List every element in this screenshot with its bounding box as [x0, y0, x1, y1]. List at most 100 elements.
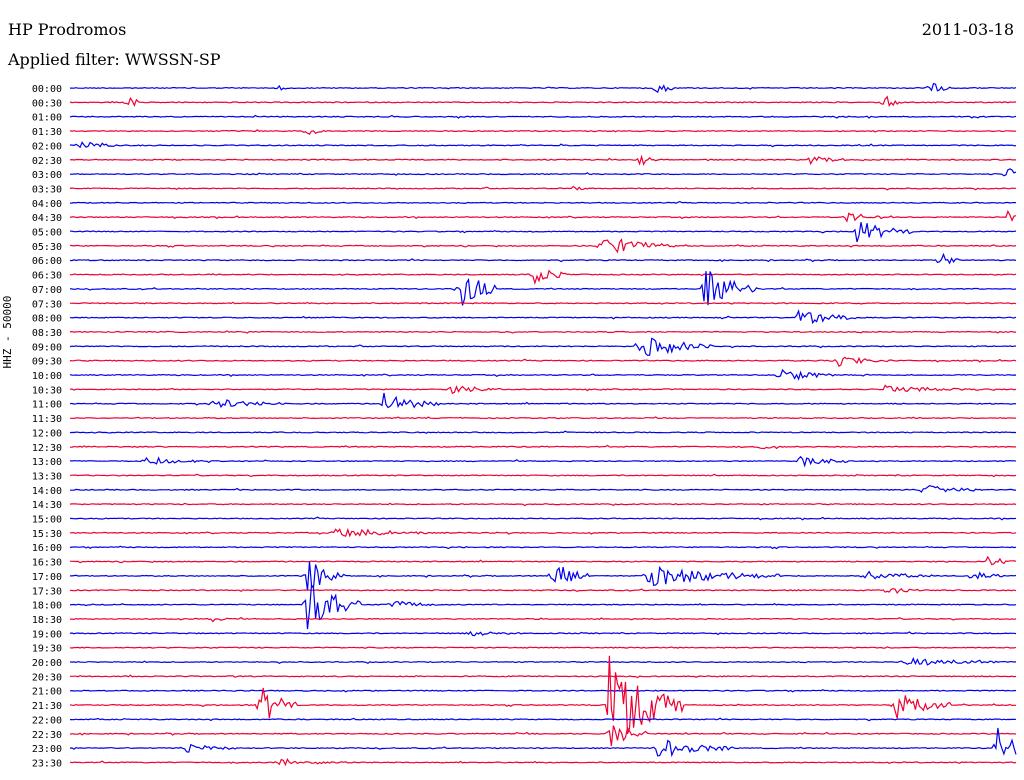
trace-line — [70, 674, 1017, 679]
trace-line — [69, 154, 1017, 166]
time-tick-label: 22:00 — [32, 715, 62, 726]
trace-line — [69, 587, 1017, 595]
trace-line — [70, 561, 1017, 591]
time-tick-label: 16:30 — [32, 558, 62, 569]
trace-line — [69, 555, 1017, 566]
time-tick-label: 06:00 — [32, 256, 62, 267]
trace-line — [69, 455, 1017, 468]
trace-line — [69, 473, 1017, 478]
trace-line — [69, 430, 1017, 434]
trace-line — [69, 356, 1017, 367]
time-tick-label: 02:30 — [32, 156, 62, 167]
time-tick-label: 13:30 — [32, 471, 62, 482]
trace-line — [69, 185, 1016, 191]
time-tick-label: 19:00 — [32, 629, 62, 640]
time-tick-label: 03:30 — [32, 184, 62, 195]
time-tick-label: 10:30 — [32, 385, 62, 396]
trace-line — [69, 757, 1017, 767]
trace-line — [69, 168, 1017, 177]
trace-line — [69, 727, 1017, 758]
time-tick-label: 23:30 — [32, 758, 62, 769]
trace-line — [70, 717, 1017, 722]
time-tick-label: 12:00 — [32, 428, 62, 439]
time-tick-label: 01:30 — [32, 127, 62, 138]
trace-line — [69, 545, 1017, 550]
time-tick-label: 22:30 — [32, 730, 62, 741]
time-tick-label: 11:00 — [32, 400, 62, 411]
trace-line — [70, 485, 1016, 493]
time-tick-label: 07:00 — [32, 285, 62, 296]
trace-line — [69, 209, 1017, 223]
time-tick-label: 20:30 — [32, 672, 62, 683]
trace-line — [69, 502, 1017, 507]
trace-line — [69, 337, 1017, 357]
time-tick-label: 12:30 — [32, 443, 62, 454]
time-tick-label: 14:30 — [32, 500, 62, 511]
time-tick-label: 13:00 — [32, 457, 62, 468]
time-tick-label: 05:30 — [32, 242, 62, 253]
time-tick-label: 21:30 — [32, 701, 62, 712]
trace-line — [69, 657, 1017, 666]
trace-line — [69, 95, 1017, 107]
time-tick-label: 18:30 — [32, 615, 62, 626]
trace-line — [69, 301, 1017, 305]
trace-line — [69, 368, 1017, 381]
time-tick-label: 11:30 — [32, 414, 62, 425]
trace-line — [69, 129, 1017, 135]
time-tick-label: 05:00 — [32, 228, 62, 239]
trace-line — [70, 416, 1017, 420]
time-tick-label: 08:00 — [32, 314, 62, 325]
trace-line — [69, 238, 1017, 254]
trace-line — [69, 689, 1017, 693]
trace-line — [69, 384, 1017, 395]
time-tick-label: 10:00 — [32, 371, 62, 382]
trace-line — [69, 200, 1017, 205]
time-tick-label: 19:30 — [32, 644, 62, 655]
trace-line — [69, 725, 1017, 747]
trace-line — [69, 269, 1017, 286]
trace-line — [69, 114, 1017, 119]
trace-line — [69, 271, 1017, 306]
time-tick-label: 06:30 — [32, 271, 62, 282]
time-tick-label: 23:00 — [32, 744, 62, 755]
trace-line — [69, 392, 1017, 409]
time-tick-label: 03:00 — [32, 170, 62, 181]
trace-line — [69, 516, 1017, 521]
time-tick-label: 17:30 — [32, 586, 62, 597]
time-tick-label: 04:30 — [32, 213, 62, 224]
time-tick-label: 18:00 — [32, 601, 62, 612]
time-tick-label: 14:00 — [32, 486, 62, 497]
trace-line — [69, 252, 1017, 265]
trace-line — [69, 330, 1016, 334]
time-tick-label: 16:00 — [32, 543, 62, 554]
time-tick-label: 08:30 — [32, 328, 62, 339]
time-tick-label: 21:00 — [32, 687, 62, 698]
station-title: HP Prodromos — [8, 20, 127, 39]
time-tick-label: 09:00 — [32, 342, 62, 353]
trace-line — [69, 646, 1017, 649]
time-tick-label: 17:00 — [32, 572, 62, 583]
time-tick-label: 00:30 — [32, 98, 62, 109]
trace-line — [69, 630, 1017, 637]
trace-line — [70, 616, 1017, 623]
trace-line — [69, 141, 1017, 149]
time-tick-label: 15:30 — [32, 529, 62, 540]
date-label: 2011-03-18 — [921, 20, 1014, 39]
trace-line — [69, 583, 1017, 630]
time-tick-label: 09:30 — [32, 357, 62, 368]
trace-line — [69, 527, 1017, 538]
trace-line — [69, 309, 1017, 325]
time-labels: 00:00 00:30 01:00 01:30 02:00 02:30 03:00 03:30… — [32, 84, 62, 769]
seismic-traces — [69, 82, 1017, 767]
time-tick-label: 04:00 — [32, 199, 62, 210]
time-tick-label: 02:00 — [32, 141, 62, 152]
trace-line — [69, 222, 1017, 243]
time-tick-label: 15:00 — [32, 515, 62, 526]
trace-line — [70, 82, 1017, 94]
time-tick-label: 07:30 — [32, 299, 62, 310]
trace-line — [69, 444, 1017, 450]
filter-label: Applied filter: WWSSN-SP — [8, 50, 221, 69]
trace-line — [69, 655, 1016, 735]
time-tick-label: 01:00 — [32, 113, 62, 124]
